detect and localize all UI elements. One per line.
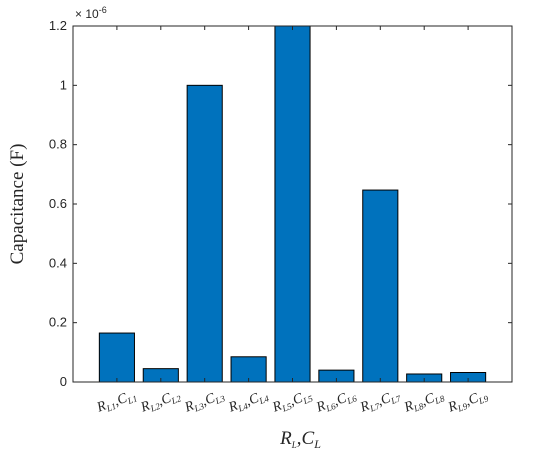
- y-axis-label: Capacitance (F): [7, 144, 28, 265]
- x-tick-label: RL8,CL8: [401, 387, 446, 416]
- y-tick-label: 0: [60, 374, 67, 389]
- y-tick-label: 0.6: [49, 196, 67, 211]
- bar-1: [98, 332, 135, 383]
- bar-3: [186, 84, 223, 383]
- bar-5: [274, 25, 311, 383]
- x-tick-label: RL9,CL9: [445, 387, 490, 416]
- x-tick-label: RL7,CL7: [358, 387, 403, 416]
- x-tick-label: RL4,CL4: [226, 387, 271, 416]
- x-tick-label: RL6,CL6: [314, 387, 359, 416]
- x-axis-label: RL,CL: [279, 428, 321, 451]
- y-tick-label: 1: [60, 77, 67, 92]
- y-tick-label: 1.2: [49, 18, 67, 33]
- y-tick-label: 0.2: [49, 315, 67, 330]
- y-tick-label: 0.8: [49, 137, 67, 152]
- y-exponent-label: × 10-6: [75, 5, 107, 21]
- x-tick-label: RL1,CL1: [94, 388, 138, 417]
- x-tick-label: RL2,CL2: [138, 387, 183, 416]
- x-tick-label: RL5,CL5: [270, 387, 315, 416]
- x-tick-label: RL3,CL3: [182, 387, 227, 416]
- bar-7: [362, 189, 399, 383]
- y-tick-label: 0.4: [49, 255, 67, 270]
